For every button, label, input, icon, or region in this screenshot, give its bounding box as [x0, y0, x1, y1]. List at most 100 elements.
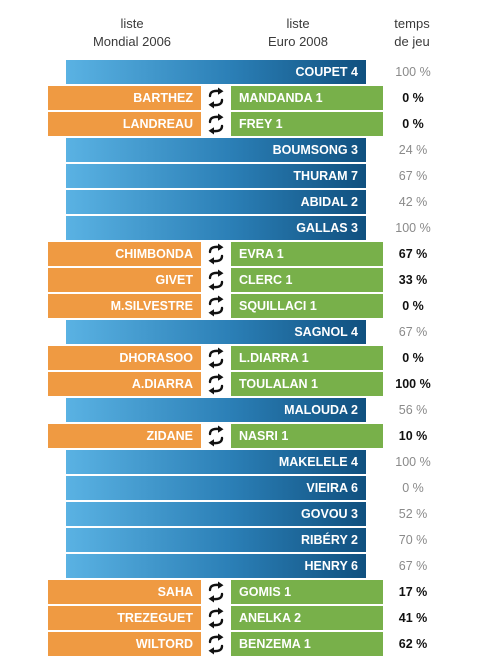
player-in-2008: GOMIS 1: [231, 580, 383, 604]
kept-player-bar: SAGNOL 4: [66, 320, 366, 344]
swap-arrows-icon: [204, 268, 228, 292]
playing-time-value: 100 %: [395, 377, 431, 391]
player-out-2006: GIVET: [48, 268, 201, 292]
kept-player-bar: VIEIRA 6: [66, 476, 366, 500]
playing-time-value: 56 %: [398, 403, 428, 417]
roster-row: GIVET CLERC 1 33 %: [0, 268, 500, 292]
playing-time-value: 100 %: [395, 65, 431, 79]
player-out-2006: CHIMBONDA: [48, 242, 201, 266]
roster-row: BOUMSONG 3 24 %: [0, 138, 500, 162]
swap-arrows-icon: [204, 242, 228, 266]
roster-row: GALLAS 3 100 %: [0, 216, 500, 240]
header-mondial-2006-line1: liste: [120, 16, 144, 31]
swap-arrows-icon: [204, 372, 228, 396]
player-in-2008: CLERC 1: [231, 268, 383, 292]
player-in-2008: SQUILLACI 1: [231, 294, 383, 318]
playing-time-value: 100 %: [395, 221, 431, 235]
roster-row: DHORASOO L.DIARRA 1 0 %: [0, 346, 500, 370]
player-out-2006: LANDREAU: [48, 112, 201, 136]
header-temps-line2: de jeu: [394, 34, 430, 49]
playing-time-value: 67 %: [398, 169, 428, 183]
player-out-2006: M.SILVESTRE: [48, 294, 201, 318]
kept-player-bar: RIBÉRY 2: [66, 528, 366, 552]
swap-arrows-icon: [204, 580, 228, 604]
roster-row: SAGNOL 4 67 %: [0, 320, 500, 344]
header-mondial-2006: liste Mondial 2006: [82, 15, 182, 51]
roster-row: MAKELELE 4 100 %: [0, 450, 500, 474]
player-in-2008: L.DIARRA 1: [231, 346, 383, 370]
player-out-2006: TREZEGUET: [48, 606, 201, 630]
player-in-2008: TOULALAN 1: [231, 372, 383, 396]
playing-time-value: 67 %: [398, 559, 428, 573]
header-euro-2008-line2: Euro 2008: [268, 34, 328, 49]
playing-time-value: 41 %: [398, 611, 428, 625]
kept-player-bar: GOVOU 3: [66, 502, 366, 526]
playing-time-value: 67 %: [398, 247, 428, 261]
roster-row: HENRY 6 67 %: [0, 554, 500, 578]
roster-row: ABIDAL 2 42 %: [0, 190, 500, 214]
player-in-2008: ANELKA 2: [231, 606, 383, 630]
playing-time-value: 0 %: [402, 351, 424, 365]
header-euro-2008-line1: liste: [286, 16, 310, 31]
roster-row: GOVOU 3 52 %: [0, 502, 500, 526]
kept-player-bar: MALOUDA 2: [66, 398, 366, 422]
playing-time-value: 10 %: [398, 429, 428, 443]
kept-player-bar: GALLAS 3: [66, 216, 366, 240]
kept-player-bar: HENRY 6: [66, 554, 366, 578]
playing-time-value: 42 %: [398, 195, 428, 209]
roster-row: CHIMBONDA EVRA 1 67 %: [0, 242, 500, 266]
roster-row: RIBÉRY 2 70 %: [0, 528, 500, 552]
swap-arrows-icon: [204, 424, 228, 448]
player-in-2008: FREY 1: [231, 112, 383, 136]
playing-time-value: 33 %: [398, 273, 428, 287]
kept-player-bar: BOUMSONG 3: [66, 138, 366, 162]
playing-time-value: 52 %: [398, 507, 428, 521]
kept-player-bar: THURAM 7: [66, 164, 366, 188]
player-out-2006: BARTHEZ: [48, 86, 201, 110]
playing-time-value: 0 %: [402, 481, 424, 495]
roster-row: ZIDANE NASRI 1 10 %: [0, 424, 500, 448]
roster-row: TREZEGUET ANELKA 2 41 %: [0, 606, 500, 630]
player-out-2006: SAHA: [48, 580, 201, 604]
swap-arrows-icon: [204, 606, 228, 630]
header-temps-de-jeu: temps de jeu: [380, 15, 444, 51]
swap-arrows-icon: [204, 632, 228, 656]
player-out-2006: WILTORD: [48, 632, 201, 656]
playing-time-value: 70 %: [398, 533, 428, 547]
player-out-2006: DHORASOO: [48, 346, 201, 370]
header-mondial-2006-line2: Mondial 2006: [92, 34, 172, 49]
player-in-2008: NASRI 1: [231, 424, 383, 448]
player-in-2008: EVRA 1: [231, 242, 383, 266]
player-out-2006: A.DIARRA: [48, 372, 201, 396]
roster-row: VIEIRA 6 0 %: [0, 476, 500, 500]
roster-row: M.SILVESTRE SQUILLACI 1 0 %: [0, 294, 500, 318]
roster-row: WILTORD BENZEMA 1 62 %: [0, 632, 500, 656]
kept-player-bar: COUPET 4: [66, 60, 366, 84]
swap-arrows-icon: [204, 294, 228, 318]
kept-player-bar: ABIDAL 2: [66, 190, 366, 214]
playing-time-value: 0 %: [402, 91, 424, 105]
roster-row: LANDREAU FREY 1 0 %: [0, 112, 500, 136]
player-in-2008: MANDANDA 1: [231, 86, 383, 110]
playing-time-value: 24 %: [398, 143, 428, 157]
player-in-2008: BENZEMA 1: [231, 632, 383, 656]
playing-time-value: 17 %: [398, 585, 428, 599]
header-temps-line1: temps: [394, 16, 430, 31]
header-euro-2008: liste Euro 2008: [248, 15, 348, 51]
playing-time-value: 62 %: [398, 637, 428, 651]
playing-time-value: 0 %: [402, 299, 424, 313]
swap-arrows-icon: [204, 86, 228, 110]
roster-row: MALOUDA 2 56 %: [0, 398, 500, 422]
playing-time-value: 67 %: [398, 325, 428, 339]
roster-row: THURAM 7 67 %: [0, 164, 500, 188]
playing-time-value: 100 %: [395, 455, 431, 469]
roster-row: BARTHEZ MANDANDA 1 0 %: [0, 86, 500, 110]
roster-row: COUPET 4 100 %: [0, 60, 500, 84]
swap-arrows-icon: [204, 346, 228, 370]
player-out-2006: ZIDANE: [48, 424, 201, 448]
playing-time-value: 0 %: [402, 117, 424, 131]
kept-player-bar: MAKELELE 4: [66, 450, 366, 474]
roster-row: SAHA GOMIS 1 17 %: [0, 580, 500, 604]
roster-row: A.DIARRA TOULALAN 1 100 %: [0, 372, 500, 396]
swap-arrows-icon: [204, 112, 228, 136]
